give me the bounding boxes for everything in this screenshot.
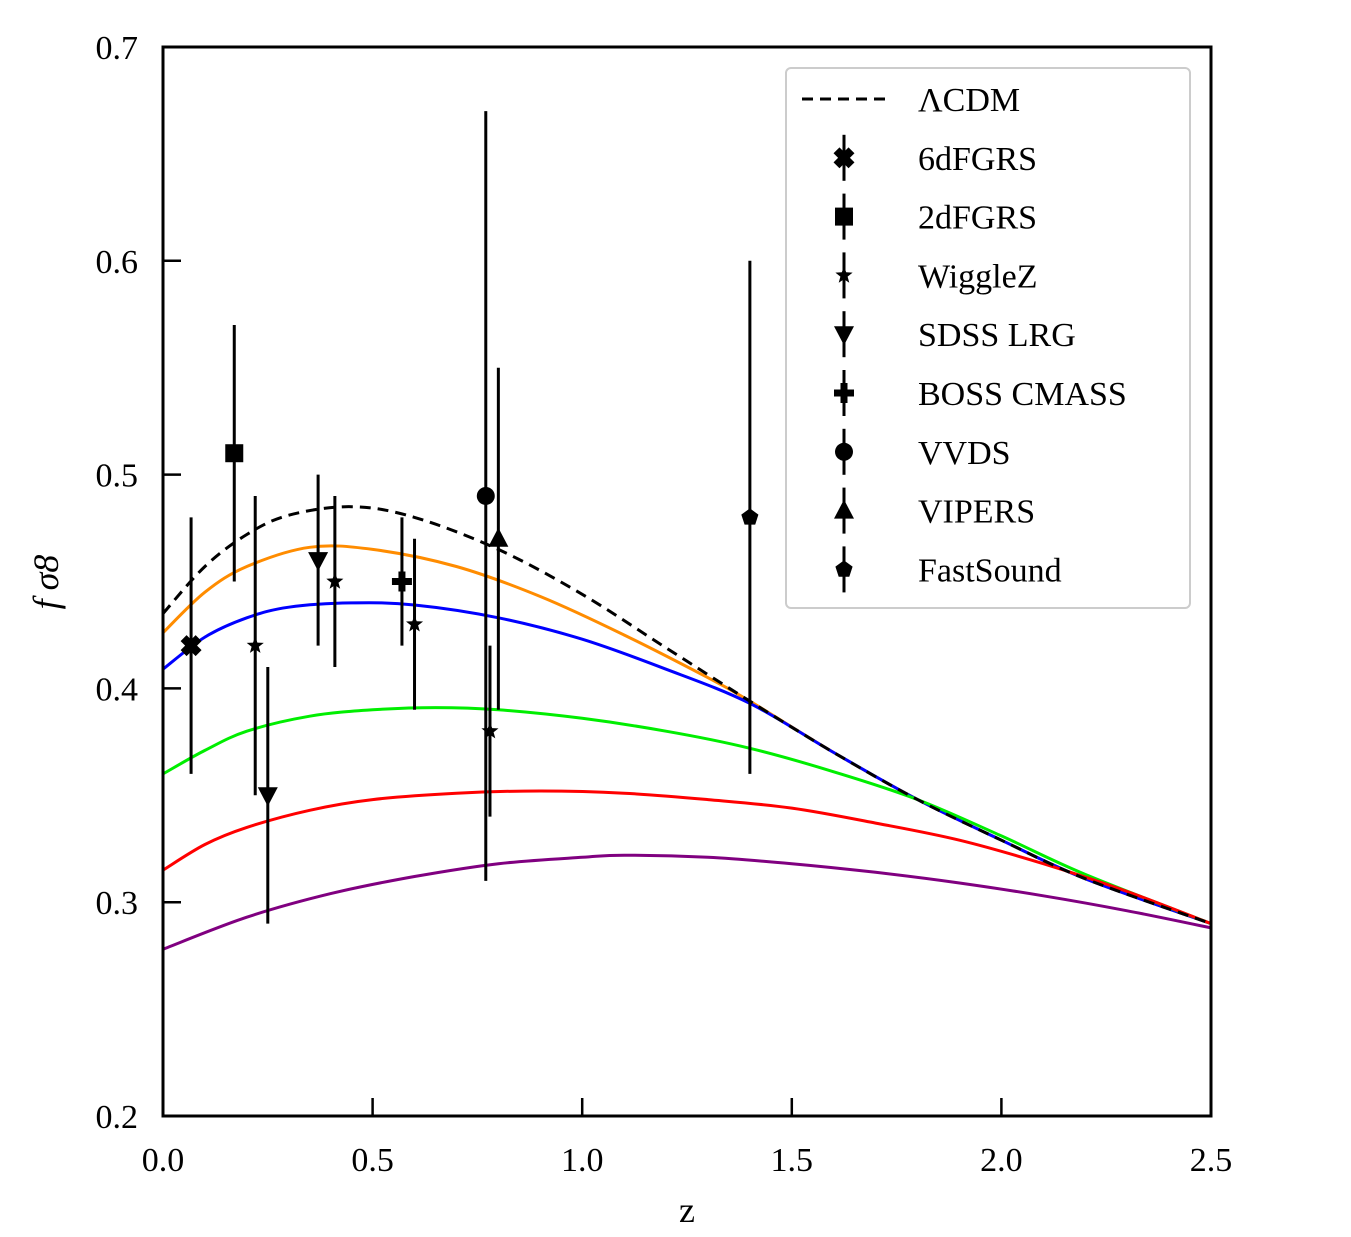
plot-frame <box>161 45 1213 1118</box>
data-point-fastsound-1 <box>741 508 759 525</box>
x-tick-label: 2.0 <box>980 1142 1023 1179</box>
x-tick-label: 1.0 <box>561 1142 604 1179</box>
legend-marker-6dfgrs <box>833 147 855 169</box>
legend-label-wigglez: WiggleZ <box>918 258 1037 295</box>
model-curve-2 <box>162 601 1212 926</box>
legend-marker-sdss-lrg <box>834 326 854 346</box>
data-point-vipers-1 <box>488 527 509 547</box>
y-tick-label: 0.2 <box>96 1099 139 1136</box>
model-lines <box>161 505 1212 951</box>
data-point-2dfgrs-1 <box>225 444 244 463</box>
legend-label-2dfgrs: 2dFGRS <box>918 200 1037 237</box>
y-axis-label: f σ8 <box>26 555 66 610</box>
legend-label-sdss-lrg: SDSS LRG <box>918 317 1076 354</box>
legend: ΛCDM 6dFGRS 2dFGRS WiggleZ SDSS LRG BOSS CMAS… <box>785 67 1191 609</box>
data-point-sdss-lrg-2 <box>308 552 329 572</box>
y-tick-label: 0.6 <box>96 244 139 281</box>
legend-marker-2dfgrs <box>835 207 853 226</box>
y-axis: 0.2 0.3 0.4 0.5 0.6 0.7 <box>96 30 181 1136</box>
x-tick-label: 0.5 <box>351 1142 394 1179</box>
legend-label-6dfgrs: 6dFGRS <box>918 141 1037 178</box>
x-tick-label: 0.0 <box>142 1142 185 1179</box>
model-curve-5 <box>162 853 1212 951</box>
x-tick-label: 1.5 <box>771 1142 814 1179</box>
series-line-lcdm <box>161 505 1212 926</box>
data-point-vvds-1 <box>476 486 495 505</box>
x-tick-label: 2.5 <box>1190 1142 1233 1179</box>
y-tick-label: 0.3 <box>96 885 139 922</box>
data-point-boss-cmass-1 <box>391 571 412 592</box>
data-point-6dfgrs-1 <box>180 635 202 657</box>
legend-label-fastsound: FastSound <box>918 552 1062 589</box>
legend-marker-vvds <box>835 442 853 461</box>
x-axis-label: z <box>679 1190 695 1230</box>
legend-marker-vipers <box>834 499 854 519</box>
x-axis: 0.0 0.5 1.0 1.5 2.0 2.5 <box>142 1098 1233 1179</box>
model-curve-4 <box>162 789 1212 925</box>
legend-box <box>785 67 1191 609</box>
legend-marker-boss-cmass <box>834 383 854 403</box>
legend-marker-fastsound <box>835 560 853 577</box>
legend-label-lcdm: ΛCDM <box>918 82 1020 119</box>
legend-label-vvds: VVDS <box>918 435 1011 472</box>
data-point-wigglez-4 <box>481 722 499 739</box>
y-tick-label: 0.5 <box>96 458 139 495</box>
legend-label-vipers: VIPERS <box>918 494 1035 531</box>
data-point-wigglez-1 <box>246 636 264 653</box>
y-tick-label: 0.4 <box>96 671 139 708</box>
data-points <box>180 111 759 924</box>
data-point-wigglez-3 <box>406 615 424 632</box>
data-point-sdss-lrg-1 <box>257 787 278 807</box>
model-curve-3 <box>162 706 1212 925</box>
legend-marker-wigglez <box>835 266 853 283</box>
y-tick-label: 0.7 <box>96 30 139 67</box>
data-point-wigglez-2 <box>326 572 344 589</box>
legend-label-boss-cmass: BOSS CMASS <box>918 376 1127 413</box>
